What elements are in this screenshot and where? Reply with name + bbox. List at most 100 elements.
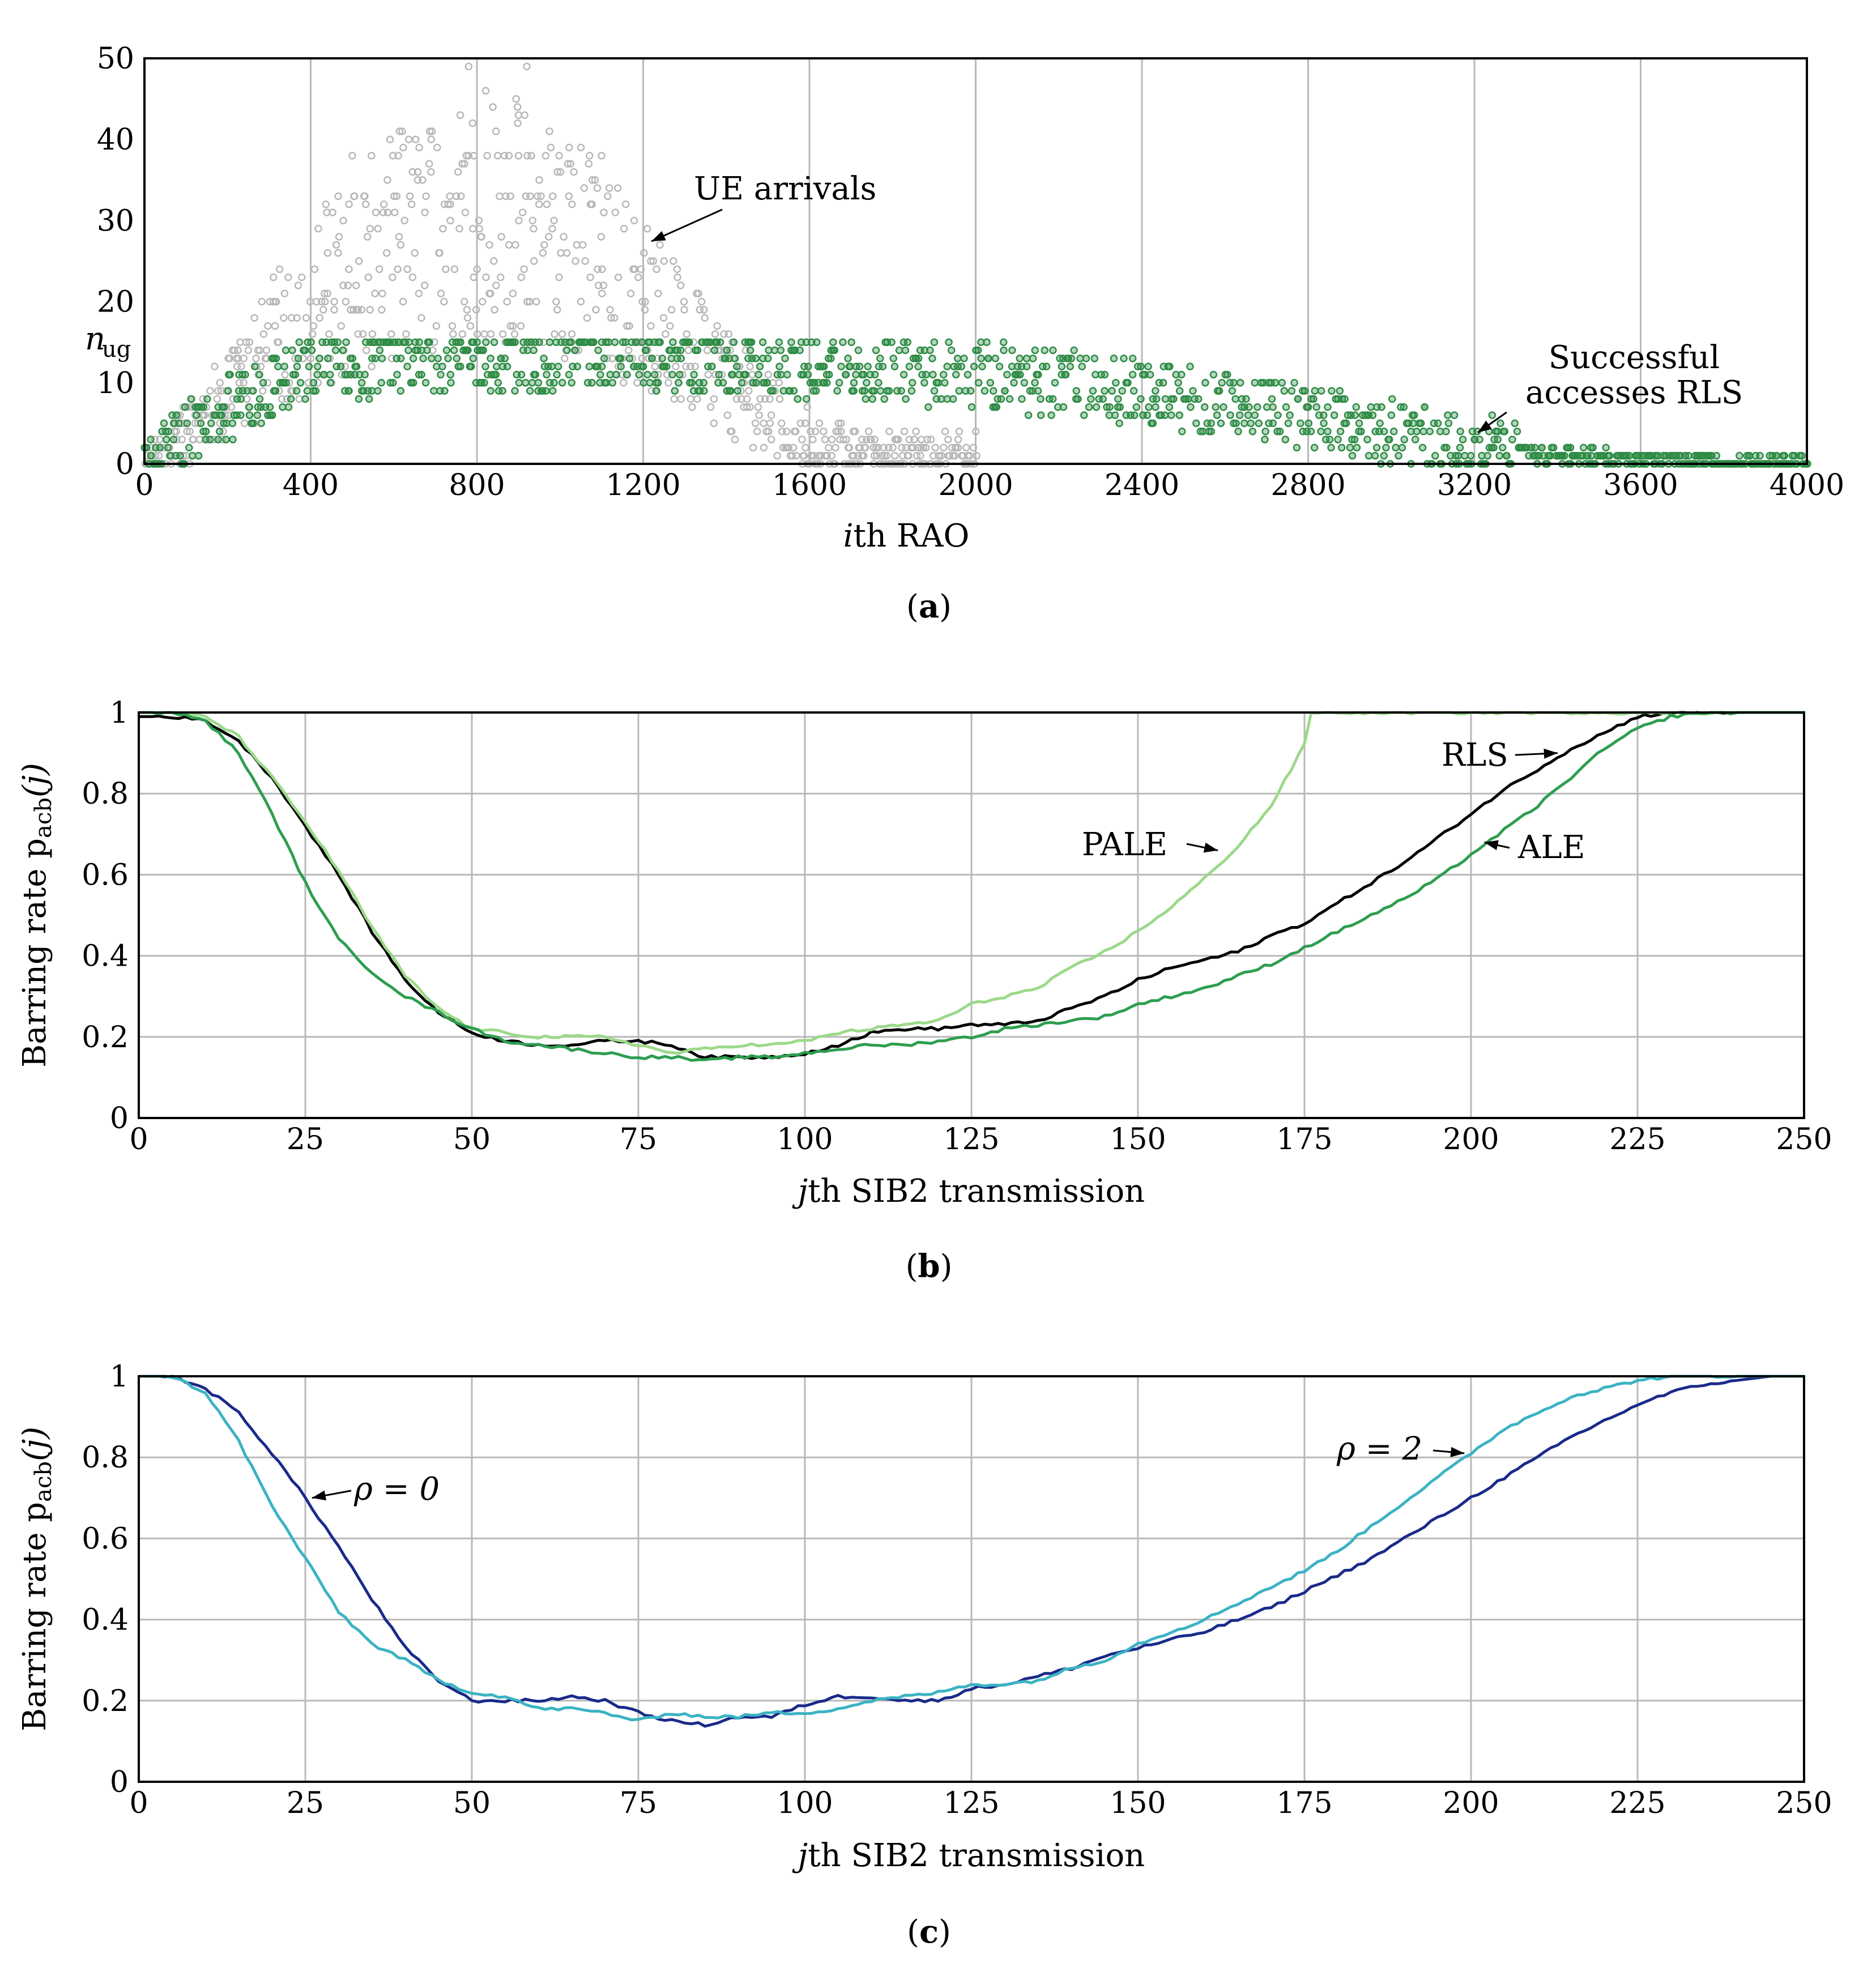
successful-access-point <box>509 338 517 346</box>
ue-arrival-point <box>262 346 271 355</box>
ue-arrival-point <box>556 168 565 176</box>
successful-access-point <box>1199 427 1207 436</box>
ue-arrival-point <box>586 273 594 281</box>
ue-arrival-point <box>878 451 886 460</box>
ue-arrival-point <box>322 200 330 208</box>
successful-access-point <box>1685 451 1692 460</box>
ue-arrival-point <box>398 127 406 135</box>
successful-access-point <box>1066 362 1075 370</box>
ue-arrival-point <box>437 289 445 298</box>
ue-arrival-point <box>271 322 279 330</box>
panel-a-xlabel-rest: th RAO <box>854 518 970 554</box>
ue-arrival-point <box>359 330 367 338</box>
ue-arrival-point <box>542 152 550 160</box>
ue-arrival-point <box>487 289 494 298</box>
ue-arrival-point <box>383 208 392 216</box>
annotation-accesses-rls: accesses RLS <box>1525 374 1743 411</box>
ue-arrival-point <box>572 257 579 265</box>
ue-arrival-point <box>697 297 706 306</box>
ue-arrival-point <box>579 241 587 249</box>
ue-arrival-point <box>225 411 233 419</box>
ue-arrival-point <box>687 362 694 370</box>
panel-a-frame <box>143 57 1808 465</box>
ue-arrival-point <box>498 330 507 338</box>
successful-access-point <box>1251 411 1259 419</box>
ue-arrival-point <box>383 249 391 257</box>
successful-access-point <box>737 379 746 387</box>
panel-b-ylabel-sub: acb <box>31 797 57 838</box>
successful-access-point <box>1178 370 1186 379</box>
ue-arrival-point <box>749 443 757 452</box>
panel-b-xlabel-italic: j <box>792 1173 808 1210</box>
ue-arrival-point <box>761 395 769 403</box>
successful-access-point <box>1736 451 1743 460</box>
successful-access-point <box>978 362 986 370</box>
ue-arrival-point <box>272 297 280 306</box>
ue-arrival-point <box>557 249 565 257</box>
successful-access-point <box>479 346 487 355</box>
ue-arrival-point <box>278 395 286 403</box>
ue-arrival-point <box>219 427 227 436</box>
ue-arrival-point <box>334 249 342 257</box>
successful-access-point <box>1174 379 1182 387</box>
ue-arrival-point <box>446 192 454 200</box>
ue-arrival-point <box>656 241 664 249</box>
ue-arrival-point <box>867 436 875 443</box>
ue-arrival-point <box>647 387 656 395</box>
ue-arrival-point <box>693 395 701 403</box>
ue-arrival-point <box>914 443 923 452</box>
successful-access-point <box>638 338 646 346</box>
successful-access-point <box>1496 419 1504 428</box>
ue-arrival-point <box>363 346 370 355</box>
successful-access-point <box>608 379 617 387</box>
successful-access-point <box>590 338 598 346</box>
successful-access-point <box>646 379 654 387</box>
successful-access-point <box>1143 411 1152 419</box>
ue-arrival-point <box>383 176 391 184</box>
successful-access-point <box>374 387 382 395</box>
successful-access-point <box>1186 362 1194 370</box>
ue-arrival-point <box>585 160 593 168</box>
ue-arrival-point <box>535 176 543 184</box>
successful-access-point <box>1320 419 1328 428</box>
ue-arrival-point <box>614 273 623 281</box>
successful-access-point <box>1579 443 1588 452</box>
successful-access-point <box>1149 419 1157 428</box>
ue-arrival-point <box>515 216 523 225</box>
x-tick-label: 225 <box>1609 1786 1665 1820</box>
ue-arrival-point <box>368 330 377 338</box>
ue-arrival-point <box>309 322 318 330</box>
successful-access-point <box>850 379 858 387</box>
successful-access-point <box>188 451 197 460</box>
x-tick-label: 800 <box>449 468 505 502</box>
successful-access-point <box>671 387 679 395</box>
ue-arrival-point <box>491 306 498 314</box>
successful-access-point <box>1223 370 1231 379</box>
ue-arrival-point <box>905 436 913 443</box>
successful-access-point <box>635 370 643 379</box>
successful-access-point <box>1029 387 1037 395</box>
ue-arrival-point <box>389 152 397 160</box>
ue-arrival-point <box>419 176 427 184</box>
successful-access-point <box>930 387 939 395</box>
successful-access-point <box>176 451 184 460</box>
successful-access-point <box>928 355 936 362</box>
successful-access-point <box>287 395 295 403</box>
successful-access-point <box>1380 451 1388 460</box>
ue-arrival-point <box>509 289 517 298</box>
successful-access-point <box>1395 451 1402 460</box>
ue-arrival-point <box>522 192 530 200</box>
successful-access-point <box>920 379 928 387</box>
successful-access-point <box>676 346 685 355</box>
successful-access-point <box>585 362 594 370</box>
successful-access-point <box>752 355 760 362</box>
ue-arrival-point <box>673 265 681 274</box>
successful-access-point <box>526 387 534 395</box>
ue-arrival-point <box>764 370 773 379</box>
successful-access-point <box>663 362 671 370</box>
successful-access-point <box>1371 451 1379 460</box>
successful-access-point <box>1078 362 1086 370</box>
successful-access-point <box>303 387 312 395</box>
successful-access-point <box>977 355 985 362</box>
successful-access-point <box>859 370 868 379</box>
